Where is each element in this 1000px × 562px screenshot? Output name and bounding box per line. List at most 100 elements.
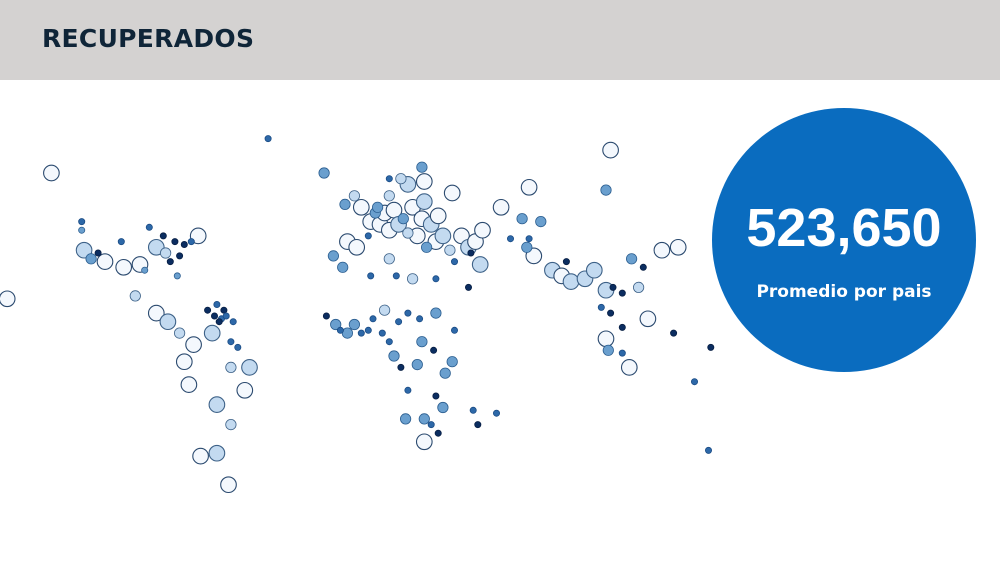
map-bubble[interactable] bbox=[175, 353, 193, 371]
map-bubble[interactable] bbox=[348, 318, 360, 331]
map-bubble[interactable] bbox=[525, 235, 533, 243]
map-bubble[interactable] bbox=[521, 241, 533, 253]
map-bubble[interactable] bbox=[415, 193, 433, 210]
map-bubble[interactable] bbox=[234, 343, 242, 351]
map-bubble[interactable] bbox=[208, 396, 226, 413]
map-bubble[interactable] bbox=[364, 232, 372, 240]
map-bubble[interactable] bbox=[78, 226, 86, 234]
map-bubble[interactable] bbox=[357, 329, 365, 337]
map-bubble[interactable] bbox=[669, 238, 687, 256]
map-bubble[interactable] bbox=[147, 238, 165, 256]
map-bubble[interactable] bbox=[620, 359, 638, 376]
map-bubble[interactable] bbox=[222, 312, 230, 320]
map-bubble[interactable] bbox=[597, 330, 615, 348]
map-bubble[interactable] bbox=[203, 324, 221, 342]
map-bubble[interactable] bbox=[411, 358, 423, 371]
map-bubble[interactable] bbox=[618, 349, 626, 357]
map-bubble[interactable] bbox=[225, 418, 237, 431]
map-bubble[interactable] bbox=[404, 386, 412, 394]
map-bubble[interactable] bbox=[416, 161, 428, 173]
map-bubble[interactable] bbox=[415, 433, 433, 451]
map-bubble[interactable] bbox=[141, 266, 149, 274]
map-bubble[interactable] bbox=[404, 309, 412, 317]
map-bubble[interactable] bbox=[492, 409, 500, 417]
map-bubble[interactable] bbox=[208, 444, 226, 462]
map-bubble[interactable] bbox=[337, 261, 349, 273]
map-bubble[interactable] bbox=[192, 447, 209, 465]
map-bubble[interactable] bbox=[430, 346, 438, 354]
map-bubble[interactable] bbox=[43, 164, 60, 182]
map-bubble[interactable] bbox=[378, 329, 386, 337]
map-bubble[interactable] bbox=[147, 304, 165, 322]
map-bubble[interactable] bbox=[602, 141, 619, 159]
map-bubble[interactable] bbox=[227, 338, 235, 346]
map-bubble[interactable] bbox=[464, 283, 472, 291]
map-bubble[interactable] bbox=[406, 273, 419, 285]
map-bubble[interactable] bbox=[520, 178, 538, 196]
map-bubble[interactable] bbox=[471, 256, 489, 273]
map-bubble[interactable] bbox=[378, 304, 391, 316]
map-bubble[interactable] bbox=[562, 273, 580, 290]
map-bubble[interactable] bbox=[618, 323, 626, 331]
map-bubble[interactable] bbox=[115, 258, 133, 276]
map-bubble[interactable] bbox=[446, 356, 458, 368]
map-bubble[interactable] bbox=[434, 227, 452, 245]
map-bubble[interactable] bbox=[75, 241, 93, 259]
map-bubble[interactable] bbox=[318, 167, 330, 179]
map-bubble[interactable] bbox=[516, 213, 528, 225]
map-bubble[interactable] bbox=[535, 216, 547, 228]
map-bubble[interactable] bbox=[597, 303, 605, 311]
map-bubble[interactable] bbox=[236, 381, 254, 399]
map-bubble[interactable] bbox=[397, 363, 405, 371]
map-bubble[interactable] bbox=[506, 235, 514, 243]
map-bubble[interactable] bbox=[418, 413, 430, 425]
map-bubble[interactable] bbox=[220, 306, 228, 314]
map-bubble[interactable] bbox=[180, 240, 188, 248]
map-bubble[interactable] bbox=[352, 198, 370, 216]
map-bubble[interactable] bbox=[437, 401, 449, 414]
map-bubble[interactable] bbox=[229, 318, 237, 326]
map-bubble[interactable] bbox=[469, 406, 477, 414]
map-bubble[interactable] bbox=[705, 446, 713, 454]
map-bubble[interactable] bbox=[160, 247, 172, 259]
map-bubble[interactable] bbox=[385, 175, 393, 183]
map-bubble[interactable] bbox=[450, 326, 458, 334]
map-bubble[interactable] bbox=[625, 253, 638, 265]
map-bubble[interactable] bbox=[210, 312, 218, 320]
map-bubble[interactable] bbox=[0, 290, 16, 308]
map-bubble[interactable] bbox=[339, 198, 351, 211]
map-bubble[interactable] bbox=[336, 326, 344, 334]
map-bubble[interactable] bbox=[369, 315, 377, 323]
map-bubble[interactable] bbox=[416, 315, 424, 323]
map-bubble[interactable] bbox=[607, 309, 615, 317]
map-bubble[interactable] bbox=[78, 218, 86, 226]
map-bubble[interactable] bbox=[585, 261, 603, 279]
map-bubble[interactable] bbox=[94, 249, 102, 257]
map-bubble[interactable] bbox=[213, 300, 221, 308]
map-bubble[interactable] bbox=[430, 307, 442, 319]
map-bubble[interactable] bbox=[159, 313, 177, 331]
map-bubble[interactable] bbox=[330, 318, 342, 331]
map-bubble[interactable] bbox=[434, 429, 442, 437]
map-bubble[interactable] bbox=[474, 221, 491, 239]
map-bubble[interactable] bbox=[432, 275, 440, 283]
map-bubble[interactable] bbox=[145, 223, 153, 231]
map-bubble[interactable] bbox=[492, 198, 510, 216]
map-bubble[interactable] bbox=[420, 241, 433, 253]
map-bubble[interactable] bbox=[367, 272, 375, 280]
map-bubble[interactable] bbox=[691, 378, 699, 386]
map-bubble[interactable] bbox=[241, 359, 258, 376]
map-bubble[interactable] bbox=[432, 392, 440, 400]
map-bubble[interactable] bbox=[322, 312, 330, 320]
map-bubble[interactable] bbox=[653, 241, 671, 259]
map-bubble[interactable] bbox=[327, 250, 339, 262]
map-bubble[interactable] bbox=[180, 376, 198, 393]
map-bubble[interactable] bbox=[415, 173, 433, 190]
map-bubble[interactable] bbox=[427, 421, 435, 429]
map-bubble[interactable] bbox=[173, 272, 181, 280]
map-bubble[interactable] bbox=[371, 201, 384, 213]
map-bubble[interactable] bbox=[204, 306, 212, 314]
map-bubble[interactable] bbox=[600, 184, 612, 196]
map-bubble[interactable] bbox=[215, 318, 223, 326]
map-bubble[interactable] bbox=[609, 283, 617, 291]
